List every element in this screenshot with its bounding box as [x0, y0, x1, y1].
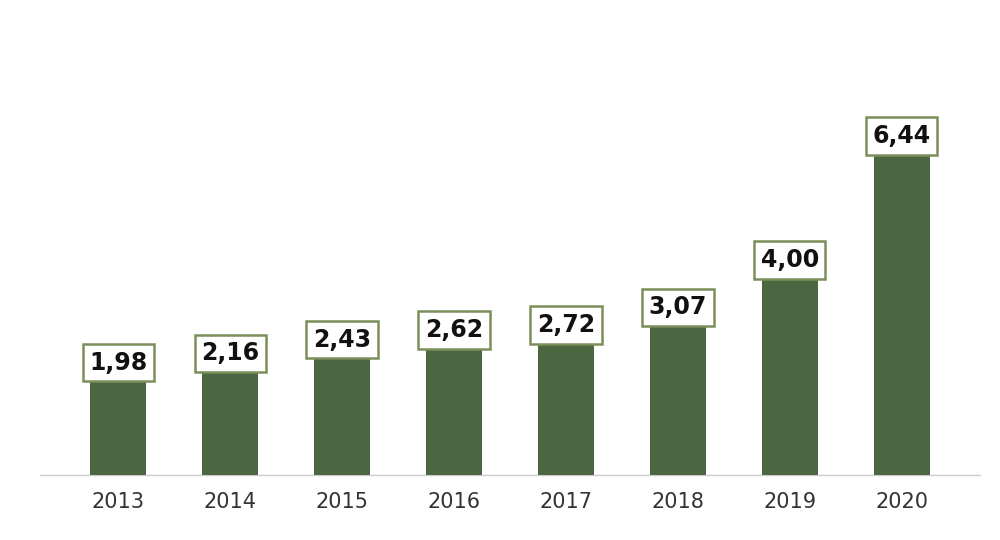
Bar — [314, 352, 370, 475]
Text: 2,62: 2,62 — [425, 318, 483, 342]
Bar — [762, 272, 818, 475]
Bar — [90, 375, 146, 475]
Text: 4,00: 4,00 — [761, 248, 819, 272]
Text: 6,44: 6,44 — [873, 124, 931, 148]
Bar — [538, 337, 594, 475]
Bar — [650, 319, 706, 475]
Text: 2,72: 2,72 — [537, 313, 595, 337]
Bar — [874, 148, 930, 475]
Bar — [202, 366, 258, 475]
Text: 1,98: 1,98 — [89, 350, 147, 375]
Text: 2,16: 2,16 — [201, 341, 259, 366]
Text: 3,07: 3,07 — [649, 295, 707, 319]
Text: 2,43: 2,43 — [313, 328, 371, 352]
Bar — [426, 342, 482, 475]
